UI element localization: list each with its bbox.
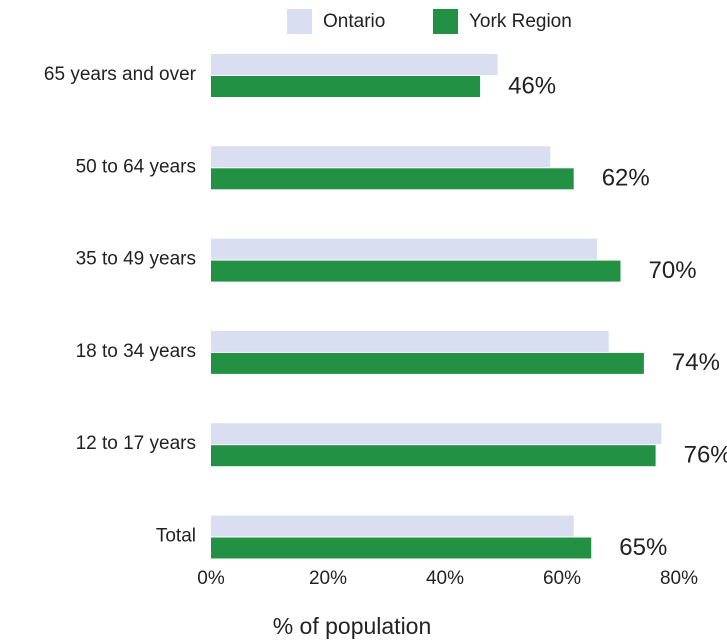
bar <box>211 146 551 168</box>
x-tick-label: 20% <box>309 568 347 589</box>
y-tick-label: 35 to 49 years <box>76 249 196 270</box>
bar <box>211 515 574 537</box>
bar <box>211 537 592 559</box>
y-tick-label: 18 to 34 years <box>76 341 196 362</box>
data-label: 62% <box>602 165 650 192</box>
data-label: 65% <box>619 534 667 561</box>
bar <box>211 423 662 445</box>
bar <box>211 168 574 190</box>
data-label: 70% <box>649 257 697 284</box>
x-tick-label: 80% <box>660 568 698 589</box>
bar <box>211 238 598 260</box>
legend-swatch <box>433 9 458 34</box>
legend-label: Ontario <box>323 11 385 32</box>
bar <box>211 54 498 75</box>
y-tick-label: 65 years and over <box>44 64 197 85</box>
data-label: 46% <box>508 72 556 99</box>
y-tick-label: 50 to 64 years <box>76 156 196 177</box>
x-tick-label: 60% <box>543 568 581 589</box>
data-label: 76% <box>684 442 727 469</box>
x-tick-label: 0% <box>197 568 225 589</box>
bar <box>211 260 621 282</box>
y-tick-label: 12 to 17 years <box>76 433 196 454</box>
legend-label: York Region <box>469 11 572 32</box>
bar <box>211 352 644 374</box>
bar <box>211 445 656 467</box>
legend-swatch <box>287 9 312 34</box>
y-tick-label: Total <box>156 526 196 547</box>
x-tick-label: 40% <box>426 568 464 589</box>
bar <box>211 76 481 97</box>
x-axis-label: % of population <box>273 613 432 639</box>
bar <box>211 330 609 352</box>
data-label: 74% <box>672 349 720 376</box>
